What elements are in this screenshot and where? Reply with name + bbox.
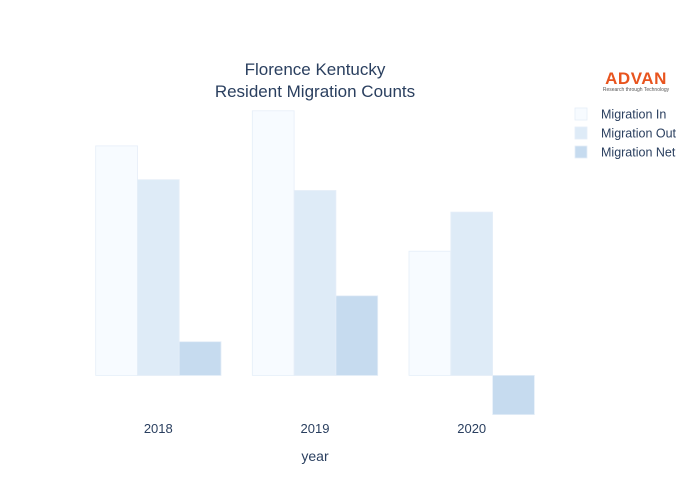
bar-migration-net-2018[interactable] bbox=[178, 341, 222, 376]
x-axis-ticks: 2018 2019 2020 bbox=[144, 421, 486, 436]
legend-label: Migration In bbox=[601, 108, 666, 122]
brand-name: ADVAN bbox=[605, 69, 667, 88]
bar-migration-in-2019[interactable] bbox=[251, 110, 295, 376]
x-tick-label: 2020 bbox=[457, 421, 486, 436]
bar-migration-in-2018[interactable] bbox=[95, 145, 138, 376]
bar-migration-net-2019[interactable] bbox=[335, 295, 379, 376]
bar-migration-out-2018[interactable] bbox=[136, 179, 180, 376]
chart-subtitle: Resident Migration Counts bbox=[215, 82, 415, 101]
legend-swatch bbox=[574, 126, 588, 140]
advan-logo: ADVAN Research through Technology bbox=[603, 69, 670, 93]
x-tick-label: 2018 bbox=[144, 421, 173, 436]
legend-swatch bbox=[574, 107, 588, 121]
legend-item-migration-net[interactable]: Migration Net bbox=[574, 145, 676, 160]
bar-migration-out-2019[interactable] bbox=[293, 190, 337, 376]
x-axis-title: year bbox=[301, 448, 329, 464]
bar-migration-in-2020[interactable] bbox=[408, 250, 452, 376]
bar-migration-net-2020[interactable] bbox=[492, 374, 535, 415]
brand-tagline: Research through Technology bbox=[603, 87, 670, 93]
bars-group bbox=[95, 110, 535, 415]
legend-label: Migration Out bbox=[601, 127, 677, 141]
legend-label: Migration Net bbox=[601, 146, 676, 160]
legend-item-migration-out[interactable]: Migration Out bbox=[574, 126, 677, 141]
legend-swatch bbox=[574, 145, 588, 159]
x-tick-label: 2019 bbox=[301, 421, 330, 436]
legend[interactable]: Migration In Migration Out Migration Net bbox=[574, 107, 677, 160]
bar-migration-out-2020[interactable] bbox=[450, 211, 493, 376]
legend-item-migration-in[interactable]: Migration In bbox=[574, 107, 666, 122]
chart-title: Florence Kentucky bbox=[245, 60, 386, 79]
